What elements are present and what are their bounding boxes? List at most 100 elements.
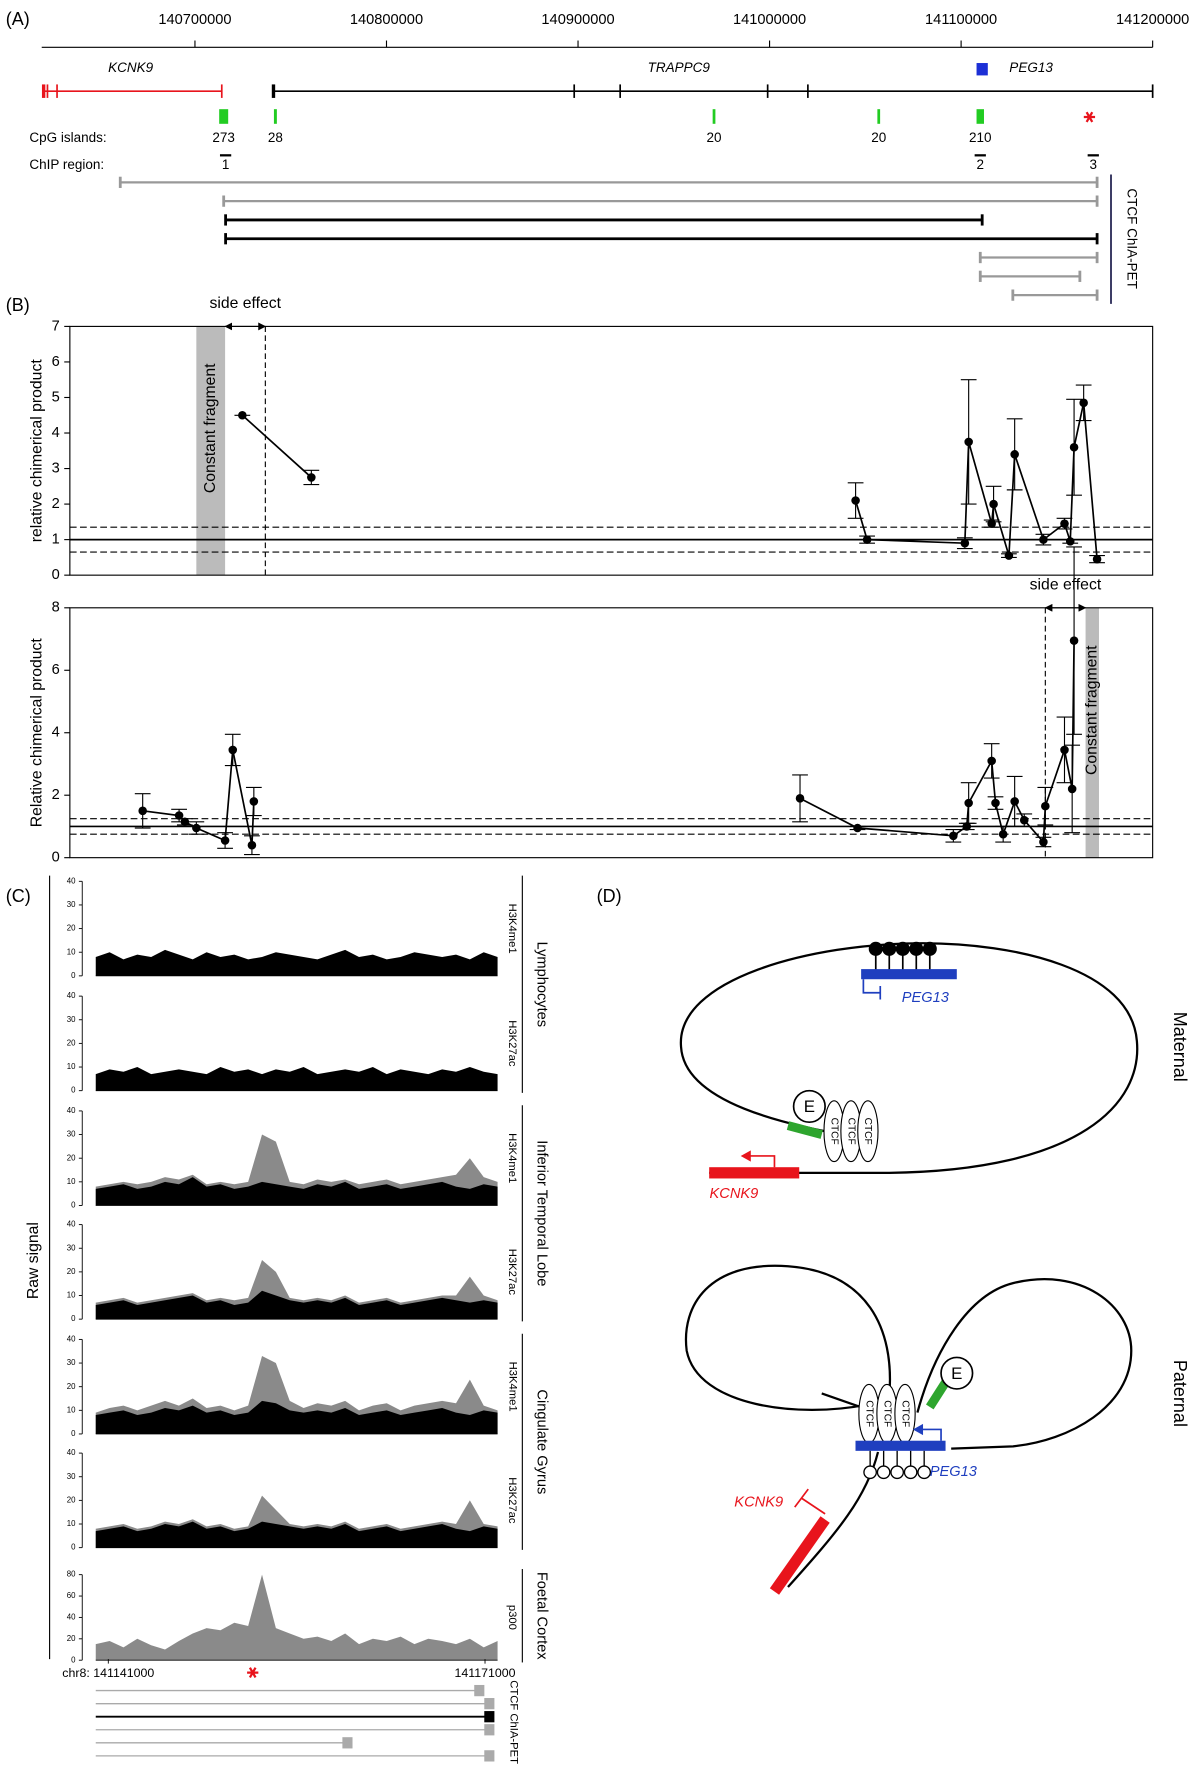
data-point (1069, 442, 1079, 452)
allele-label: Maternal (1170, 1012, 1190, 1082)
transcription-arrow (921, 1428, 942, 1441)
cpg-label: 20 (871, 130, 886, 145)
y-tick-label: 10 (67, 1291, 76, 1300)
y-tick-label: 6 (52, 354, 60, 370)
data-point (1060, 745, 1069, 755)
data-point (1041, 801, 1050, 811)
y-tick-label: 40 (67, 876, 76, 885)
cpg-label: 28 (268, 130, 283, 145)
plot-frame (69, 325, 1154, 576)
group-label: Cingulate Gyrus (534, 1389, 550, 1494)
data-point (247, 840, 257, 850)
signal-area (95, 949, 498, 976)
y-tick-label: 40 (67, 1613, 76, 1622)
panel-label: (A) (6, 9, 30, 29)
cpg-island (976, 109, 984, 124)
x-tick-label: 141171000 (455, 1666, 516, 1680)
series-line (142, 640, 1075, 846)
data-point (1004, 551, 1014, 560)
gene-label: PEG13 (902, 990, 949, 1006)
cpg-label: 20 (707, 130, 722, 145)
cpg-island (712, 109, 716, 124)
ctcf (857, 1100, 879, 1163)
track-label: CTCF ChIA-PET (1125, 188, 1140, 289)
y-tick-label: 5 (52, 389, 60, 405)
data-point (853, 823, 862, 833)
y-tick-label: 2 (52, 496, 60, 512)
y-tick-label: 0 (71, 1201, 76, 1210)
data-point (192, 823, 201, 833)
enhancer (940, 1356, 974, 1390)
unmethylated (863, 1450, 932, 1480)
kcnk9-gene (709, 1167, 800, 1179)
gene-label: KCNK9 (734, 1494, 783, 1510)
data-point (949, 831, 958, 841)
x-tick-label: 140800000 (350, 12, 423, 28)
annotation: side effect (1030, 576, 1102, 593)
y-tick-label: 20 (67, 1038, 76, 1047)
data-point (228, 745, 238, 755)
y-tick-label: 0 (71, 1086, 76, 1095)
data-point (987, 756, 996, 766)
y-tick-label: 0 (71, 971, 76, 980)
methylation (868, 941, 937, 971)
y-tick-label: 30 (67, 1130, 76, 1139)
y-axis-label: Raw signal (25, 1222, 42, 1299)
ctcf-label: CTCF (828, 1118, 839, 1145)
data-point (1092, 554, 1102, 564)
enhancer-element (786, 1121, 823, 1139)
track-label: H3K27ac (506, 1477, 518, 1524)
data-point (998, 829, 1008, 839)
x-tick-label: 140700000 (158, 12, 231, 28)
link-anchor (484, 1750, 495, 1762)
link-anchor (484, 1711, 495, 1723)
data-point (962, 822, 972, 831)
track-label: H3K4me1 (506, 904, 518, 954)
row-label: CpG islands: (29, 130, 106, 145)
chip-label: 3 (1090, 157, 1098, 172)
x-tick-label: 141200000 (1116, 12, 1189, 28)
y-tick-label: 30 (67, 1243, 76, 1252)
data-point (960, 538, 970, 548)
track-label: H3K4me1 (506, 1362, 518, 1412)
data-point (174, 811, 184, 820)
y-tick-label: 20 (67, 924, 76, 933)
signal-area (95, 1574, 498, 1661)
data-point (1039, 837, 1048, 847)
y-tick-label: 40 (67, 1448, 76, 1457)
y-tick-label: 20 (67, 1382, 76, 1391)
y-tick-label: 6 (52, 662, 60, 678)
y-tick-label: 4 (52, 725, 60, 741)
gene-label: TRAPPC9 (648, 60, 711, 75)
y-tick-label: 20 (67, 1495, 76, 1504)
gene-label: PEG13 (930, 1464, 977, 1480)
link-anchor (474, 1684, 485, 1697)
group-label: Inferior Temporal Lobe (534, 1140, 550, 1286)
data-point (307, 473, 316, 482)
y-tick-label: 20 (67, 1153, 76, 1162)
data-point (238, 410, 247, 420)
y-tick-label: 60 (67, 1591, 76, 1600)
asterisk (1083, 111, 1096, 123)
y-tick-label: 0 (71, 1314, 76, 1323)
y-tick-label: 1 (52, 531, 60, 547)
signal-area (95, 1067, 498, 1091)
data-point (220, 836, 230, 845)
ctcf-label: CTCF (863, 1400, 874, 1427)
link-anchor (484, 1724, 495, 1736)
enhancer-label: E (951, 1364, 962, 1383)
cpg-island (877, 109, 881, 124)
arrowhead (740, 1150, 751, 1162)
group-label: Lymphocytes (534, 941, 550, 1027)
band-label: Constant fragment (1083, 645, 1100, 775)
track-label: p300 (506, 1605, 518, 1630)
cpg-label: 273 (212, 130, 235, 145)
data-point (1067, 784, 1077, 794)
y-axis-label: relative chimerical product (28, 359, 45, 543)
track-label: H3K27ac (506, 1020, 518, 1067)
data-point (249, 797, 259, 806)
x-tick-label: 141100000 (925, 12, 997, 28)
y-tick-label: 0 (52, 850, 60, 866)
data-point (964, 437, 973, 447)
band-label: Constant fragment (202, 363, 219, 493)
